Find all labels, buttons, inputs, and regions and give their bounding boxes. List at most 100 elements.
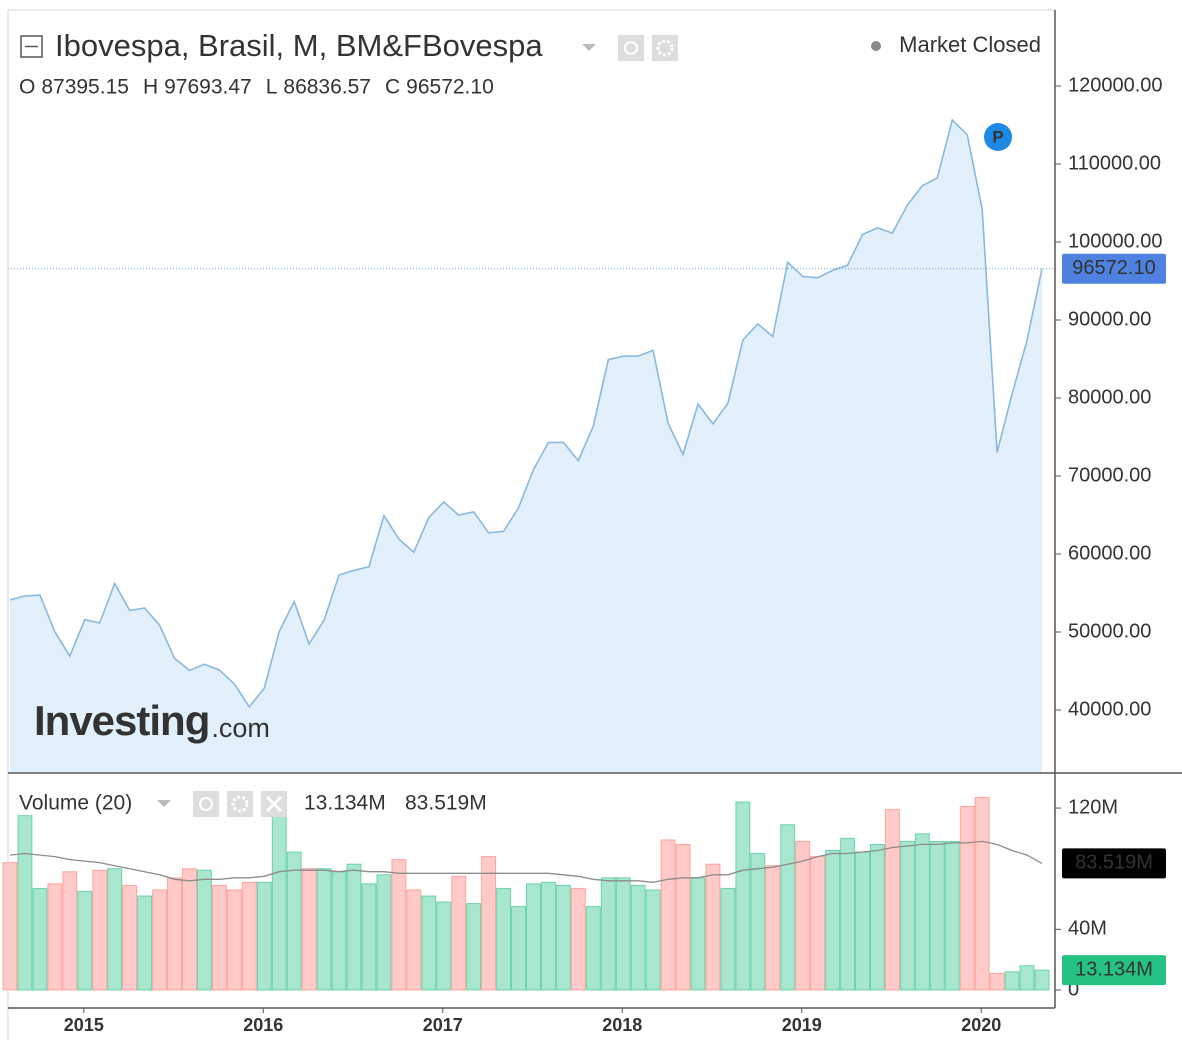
volume-bar (1004, 971, 1020, 991)
volume-bar (421, 895, 437, 991)
x-tick-label: 2019 (782, 1015, 822, 1035)
volume-bar (884, 809, 900, 991)
volume-bar (1019, 965, 1035, 991)
ohlc-value: 87395.15 (41, 76, 129, 99)
volume-bar (32, 887, 48, 991)
volume-bar (555, 884, 571, 991)
volume-bar (780, 824, 796, 991)
volume-bar (496, 887, 512, 991)
volume-bar (271, 801, 287, 991)
chart-title: Ibovespa, Brasil, M, BM&FBovespa (55, 28, 543, 63)
volume-bar (346, 863, 362, 991)
volume-bar (436, 901, 452, 991)
title-dropdown[interactable] (582, 44, 596, 51)
volume-bar (540, 881, 556, 991)
volume-bar (256, 881, 272, 991)
y-tick-label: 40000.00 (1068, 698, 1151, 720)
volume-eye-ring (199, 797, 213, 811)
volume-ma-line (9, 840, 1043, 883)
volume-bar (2, 862, 18, 991)
volume-bar (466, 903, 482, 991)
volume-bar (152, 889, 168, 991)
last-price-badge-text: 96572.10 (1072, 257, 1155, 279)
volume-eye-icon[interactable] (193, 791, 219, 817)
volume-bar (122, 884, 138, 991)
volume-bar (690, 877, 706, 991)
eye-icon[interactable] (618, 35, 644, 61)
y-tick-label: 90000.00 (1068, 308, 1151, 330)
volume-bar (77, 890, 93, 991)
volume-bar (376, 874, 392, 991)
header: Ibovespa, Brasil, M, BM&FBovespa Market … (19, 28, 1041, 98)
last-price-badge (1062, 253, 1166, 284)
volume-bar (974, 796, 990, 991)
volume-bar (92, 869, 108, 991)
ma-legend-value: 83.519M (405, 792, 487, 815)
volume-bar (182, 868, 197, 991)
ohlc-row: O 87395.15 H 97693.47 L 86836.57 C 96572.10 (19, 76, 494, 99)
eye-icon-ring (624, 41, 638, 55)
volume-bar (316, 868, 332, 991)
volume-bar (600, 877, 616, 991)
volume-badge (1062, 955, 1166, 986)
x-tick-label: 2017 (423, 1015, 463, 1035)
volume-bar (944, 840, 960, 991)
watermark-brand: Investing (34, 697, 209, 744)
y-tick-label: 80000.00 (1068, 386, 1151, 408)
volume-gear-icon[interactable] (227, 791, 253, 817)
volume-bar (660, 839, 676, 991)
ohlc-value: 97693.47 (164, 76, 252, 99)
ohlc-value: 86836.57 (283, 76, 371, 99)
volume-bar (705, 863, 721, 991)
ohlc-value: 96572.10 (406, 76, 494, 99)
volume-bar (929, 840, 945, 991)
collapse-icon[interactable] (20, 35, 43, 58)
volume-bar (840, 837, 856, 991)
volume-bar (810, 856, 826, 991)
x-tick-label: 2018 (602, 1015, 642, 1035)
volume-badge-text: 13.134M (1075, 958, 1153, 980)
y-tick-label: 70000.00 (1068, 464, 1151, 486)
volume-bar (765, 865, 781, 991)
x-tick-label: 2015 (64, 1015, 104, 1035)
volume-title: Volume (20) (19, 792, 132, 815)
ohlc-label: O (19, 76, 35, 99)
volume-bar (17, 815, 33, 991)
volume-bar (47, 883, 63, 991)
x-tick-label: 2020 (961, 1015, 1001, 1035)
volume-bar (720, 887, 736, 991)
volume-bar (451, 875, 467, 991)
volume-bar (959, 806, 975, 991)
y-tick-label: 50000.00 (1068, 620, 1151, 642)
x-tick-label: 2016 (243, 1015, 283, 1035)
volume-bar (511, 906, 527, 991)
volume-bar (750, 853, 766, 991)
volume-bar (825, 850, 841, 991)
volume-bar (795, 840, 811, 991)
volume-bar (406, 889, 422, 991)
volume-bar (167, 877, 182, 991)
volume-bar (630, 884, 646, 991)
volume-bar (196, 869, 212, 991)
volume-bar (137, 895, 153, 991)
ohlc-label: L (266, 76, 278, 99)
gear-icon[interactable] (652, 35, 678, 61)
volume-bar (914, 833, 930, 991)
volume-bar (585, 906, 601, 991)
volume-bar (570, 887, 586, 991)
volume-bar (107, 868, 123, 991)
volume-bar (989, 972, 1005, 991)
ohlc-label: C (385, 76, 400, 99)
volume-bar (899, 840, 915, 991)
volume-bar (211, 884, 227, 991)
watermark-suffix: .com (211, 713, 270, 743)
volume-bar (226, 889, 242, 991)
volume-bar (286, 851, 302, 991)
volume-bar (391, 859, 407, 991)
volume-bar (62, 871, 78, 991)
volume-dropdown[interactable] (157, 800, 171, 807)
volume-bar (526, 883, 541, 991)
ma-badge (1062, 848, 1166, 879)
